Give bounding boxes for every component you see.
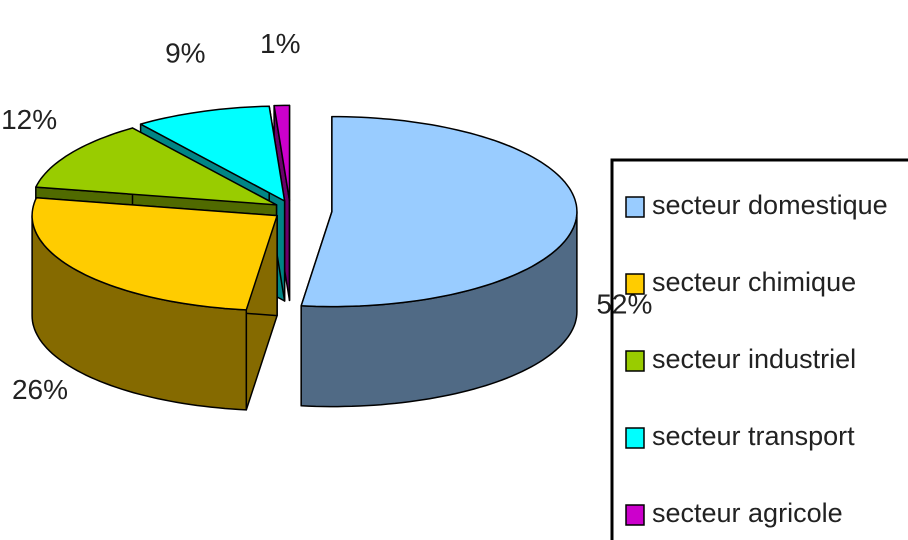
data-label: 1% xyxy=(260,28,300,59)
pie xyxy=(31,104,578,411)
legend-label: secteur transport xyxy=(652,421,855,451)
slice xyxy=(139,105,286,202)
legend-swatch xyxy=(625,427,645,449)
slice xyxy=(273,104,291,202)
slice xyxy=(35,127,278,206)
data-label: 9% xyxy=(165,38,205,69)
legend-swatch xyxy=(625,350,645,372)
legend-label: secteur domestique xyxy=(652,190,888,220)
data-labels: 52%26%12%9% 1% xyxy=(1,28,652,405)
slice xyxy=(300,115,578,308)
data-label: 12% xyxy=(1,104,57,135)
data-label: 26% xyxy=(12,374,68,405)
legend-label: secteur chimique xyxy=(652,267,856,297)
slice xyxy=(31,197,278,311)
legend-swatch xyxy=(625,504,645,526)
legend-swatch xyxy=(625,196,645,218)
legend-border xyxy=(610,158,908,540)
legend-label: secteur industriel xyxy=(652,344,856,374)
legend-label: secteur agricole xyxy=(652,498,843,528)
legend-swatch xyxy=(625,273,645,295)
legend: secteur domestique secteur chimique secteu… xyxy=(610,158,908,540)
